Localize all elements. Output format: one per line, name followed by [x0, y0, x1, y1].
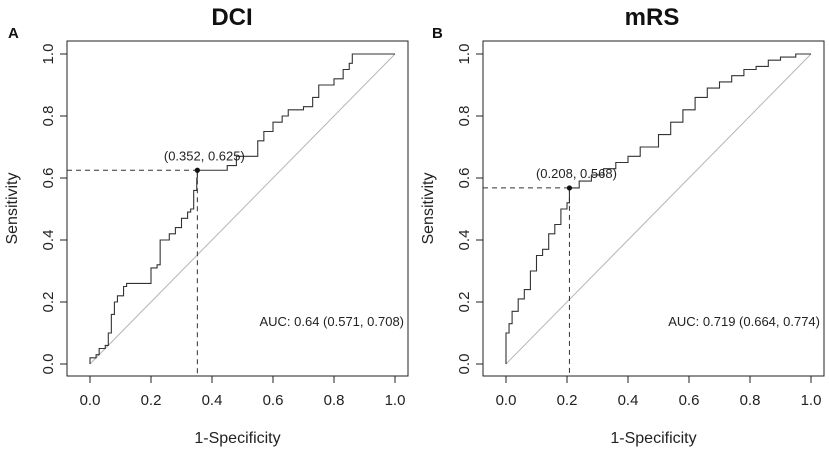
y-axis-label: Sensitivity: [420, 172, 437, 244]
y-tick-label: 0.4: [456, 230, 473, 251]
y-tick-label: 0.4: [40, 230, 57, 251]
x-tick-label: 0.8: [324, 392, 345, 409]
y-tick-label: 0.6: [40, 168, 57, 189]
roc-panel-a: A DCI 0.0 0.2 0.4 0.6 0.8 1.0 0.0 0.2 0.4 0.6 0.8 1.0…: [4, 4, 409, 447]
optimal-point-label: (0.208, 0.568): [536, 166, 617, 181]
auc-label: AUC: 0.64 (0.571, 0.708): [259, 314, 404, 329]
auc-label: AUC: 0.719 (0.664, 0.774): [668, 314, 820, 329]
roc-curve: [89, 53, 395, 364]
x-axis-label: 1-Specificity: [610, 430, 696, 447]
y-tick-label: 0.8: [40, 106, 57, 127]
x-tick-label: 0.0: [496, 392, 517, 409]
chart-title: DCI: [211, 4, 252, 31]
x-tick-label: 0.6: [679, 392, 700, 409]
reference-diagonal: [505, 53, 812, 365]
plot-frame: [66, 40, 409, 377]
x-tick-label: 0.2: [141, 392, 162, 409]
reference-diagonal: [89, 53, 396, 365]
y-tick-label: 0.8: [456, 106, 473, 127]
y-tick-label: 1.0: [456, 44, 473, 65]
y-tick-label: 1.0: [40, 44, 57, 65]
y-tick-label: 0.2: [456, 292, 473, 313]
optimal-point: [566, 185, 573, 191]
x-tick-label: 0.2: [557, 392, 578, 409]
plot-frame: [482, 40, 825, 377]
x-tick-label: 0.8: [740, 392, 761, 409]
roc-curve: [505, 53, 811, 364]
x-tick-label: 0.4: [202, 392, 223, 409]
x-tick-label: 1.0: [801, 392, 822, 409]
x-axis-label: 1-Specificity: [194, 430, 280, 447]
panel-letter: B: [432, 25, 443, 42]
y-tick-label: 0.6: [456, 168, 473, 189]
chart-title: mRS: [625, 4, 680, 31]
x-tick-label: 0.4: [618, 392, 639, 409]
x-tick-label: 0.6: [263, 392, 284, 409]
y-tick-label: 0.0: [40, 354, 57, 375]
panel-letter: A: [8, 25, 19, 42]
optimal-point: [194, 167, 200, 173]
x-tick-label: 0.0: [80, 392, 101, 409]
x-tick-label: 1.0: [385, 392, 406, 409]
y-axis-label: Sensitivity: [4, 172, 21, 244]
optimal-point-label: (0.352, 0.625): [164, 148, 245, 163]
y-tick-label: 0.2: [40, 292, 57, 313]
y-tick-label: 0.0: [456, 354, 473, 375]
